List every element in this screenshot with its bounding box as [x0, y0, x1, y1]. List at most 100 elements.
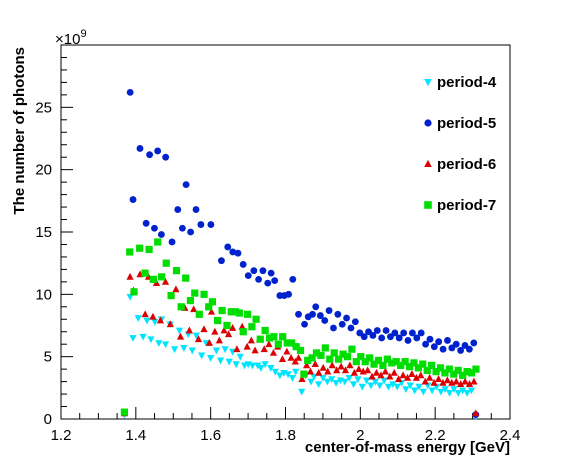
data-point [355, 365, 363, 373]
data-point [393, 383, 401, 391]
data-point [358, 383, 366, 391]
data-point [465, 380, 474, 387]
data-point [129, 196, 137, 204]
data-point [319, 374, 327, 382]
data-points [120, 88, 480, 421]
y-tick-label: 5 [44, 349, 52, 366]
data-point [195, 310, 203, 318]
data-point [408, 329, 416, 337]
data-point [149, 275, 157, 283]
legend-item-period-4: period-4 [424, 74, 497, 91]
data-point [335, 355, 343, 363]
data-point [312, 349, 321, 357]
x-axis-title: center-of-mass energy [GeV] [305, 439, 510, 456]
data-point [349, 381, 358, 389]
data-point [428, 361, 436, 369]
data-point [136, 145, 144, 152]
data-point [441, 369, 449, 377]
x-tick-label: 1.2 [51, 427, 72, 444]
data-point [177, 303, 185, 311]
x-tick-label: 1.6 [200, 427, 221, 444]
data-point [216, 357, 225, 365]
y-tick-label: 20 [35, 162, 52, 179]
data-point [454, 389, 462, 397]
data-point [231, 308, 240, 316]
x-tick-label: 2.2 [425, 427, 446, 444]
data-point [218, 306, 226, 315]
data-point [296, 346, 305, 355]
data-point [243, 310, 252, 318]
data-point [461, 377, 469, 385]
data-point [229, 324, 237, 331]
data-point [415, 383, 423, 391]
data-point [426, 373, 434, 381]
data-point [288, 374, 297, 382]
data-point [450, 370, 458, 378]
data-point [374, 356, 383, 365]
data-point [380, 377, 388, 385]
series-period-4 [120, 293, 480, 421]
data-point [126, 293, 134, 301]
data-point [317, 351, 325, 360]
data-point [233, 345, 241, 353]
data-point [141, 310, 149, 318]
data-point [430, 378, 438, 386]
data-point [382, 327, 390, 334]
data-point [330, 349, 338, 357]
data-point [174, 206, 182, 213]
data-point [435, 338, 443, 346]
y-tick-label: 0 [44, 411, 52, 428]
data-point [303, 361, 311, 369]
data-point [360, 333, 368, 341]
data-point [294, 353, 303, 361]
legend-label: period-6 [437, 156, 496, 173]
data-point [381, 367, 389, 375]
data-point [248, 323, 256, 331]
data-point [126, 248, 134, 256]
data-point [197, 221, 205, 228]
data-point [402, 386, 410, 394]
data-point [134, 315, 142, 322]
data-point [339, 350, 347, 358]
data-point [391, 329, 399, 337]
legend-item-period-5: period-5 [424, 115, 496, 132]
data-point [357, 353, 365, 361]
data-point [321, 344, 329, 352]
data-point [267, 365, 275, 372]
data-point [292, 343, 300, 351]
y-axis-title: The number of photons [11, 47, 28, 214]
data-point [444, 337, 451, 344]
data-point [372, 368, 381, 376]
data-point [328, 376, 336, 384]
data-point [323, 378, 331, 386]
data-point [283, 347, 291, 355]
data-point [264, 279, 272, 287]
data-point [207, 221, 215, 228]
data-point [413, 334, 421, 342]
data-point [269, 348, 278, 356]
data-point [227, 308, 235, 316]
data-point [271, 277, 279, 285]
data-point [200, 325, 208, 333]
data-point [351, 318, 359, 326]
data-point [146, 151, 154, 159]
data-point [257, 365, 265, 372]
data-point [295, 310, 302, 318]
data-point [368, 372, 376, 380]
data-point [308, 354, 316, 362]
data-point [194, 335, 203, 343]
data-point [343, 314, 350, 322]
y-tick-label: 15 [35, 224, 52, 241]
data-point [298, 375, 306, 382]
data-point [252, 315, 260, 323]
data-point [213, 316, 222, 325]
data-point [417, 371, 425, 379]
data-point [350, 368, 358, 376]
data-point [155, 340, 163, 347]
data-point [472, 365, 480, 373]
data-point [325, 307, 333, 314]
data-point [198, 352, 206, 360]
data-point [321, 317, 329, 324]
data-point [467, 387, 475, 395]
data-point [126, 88, 134, 96]
